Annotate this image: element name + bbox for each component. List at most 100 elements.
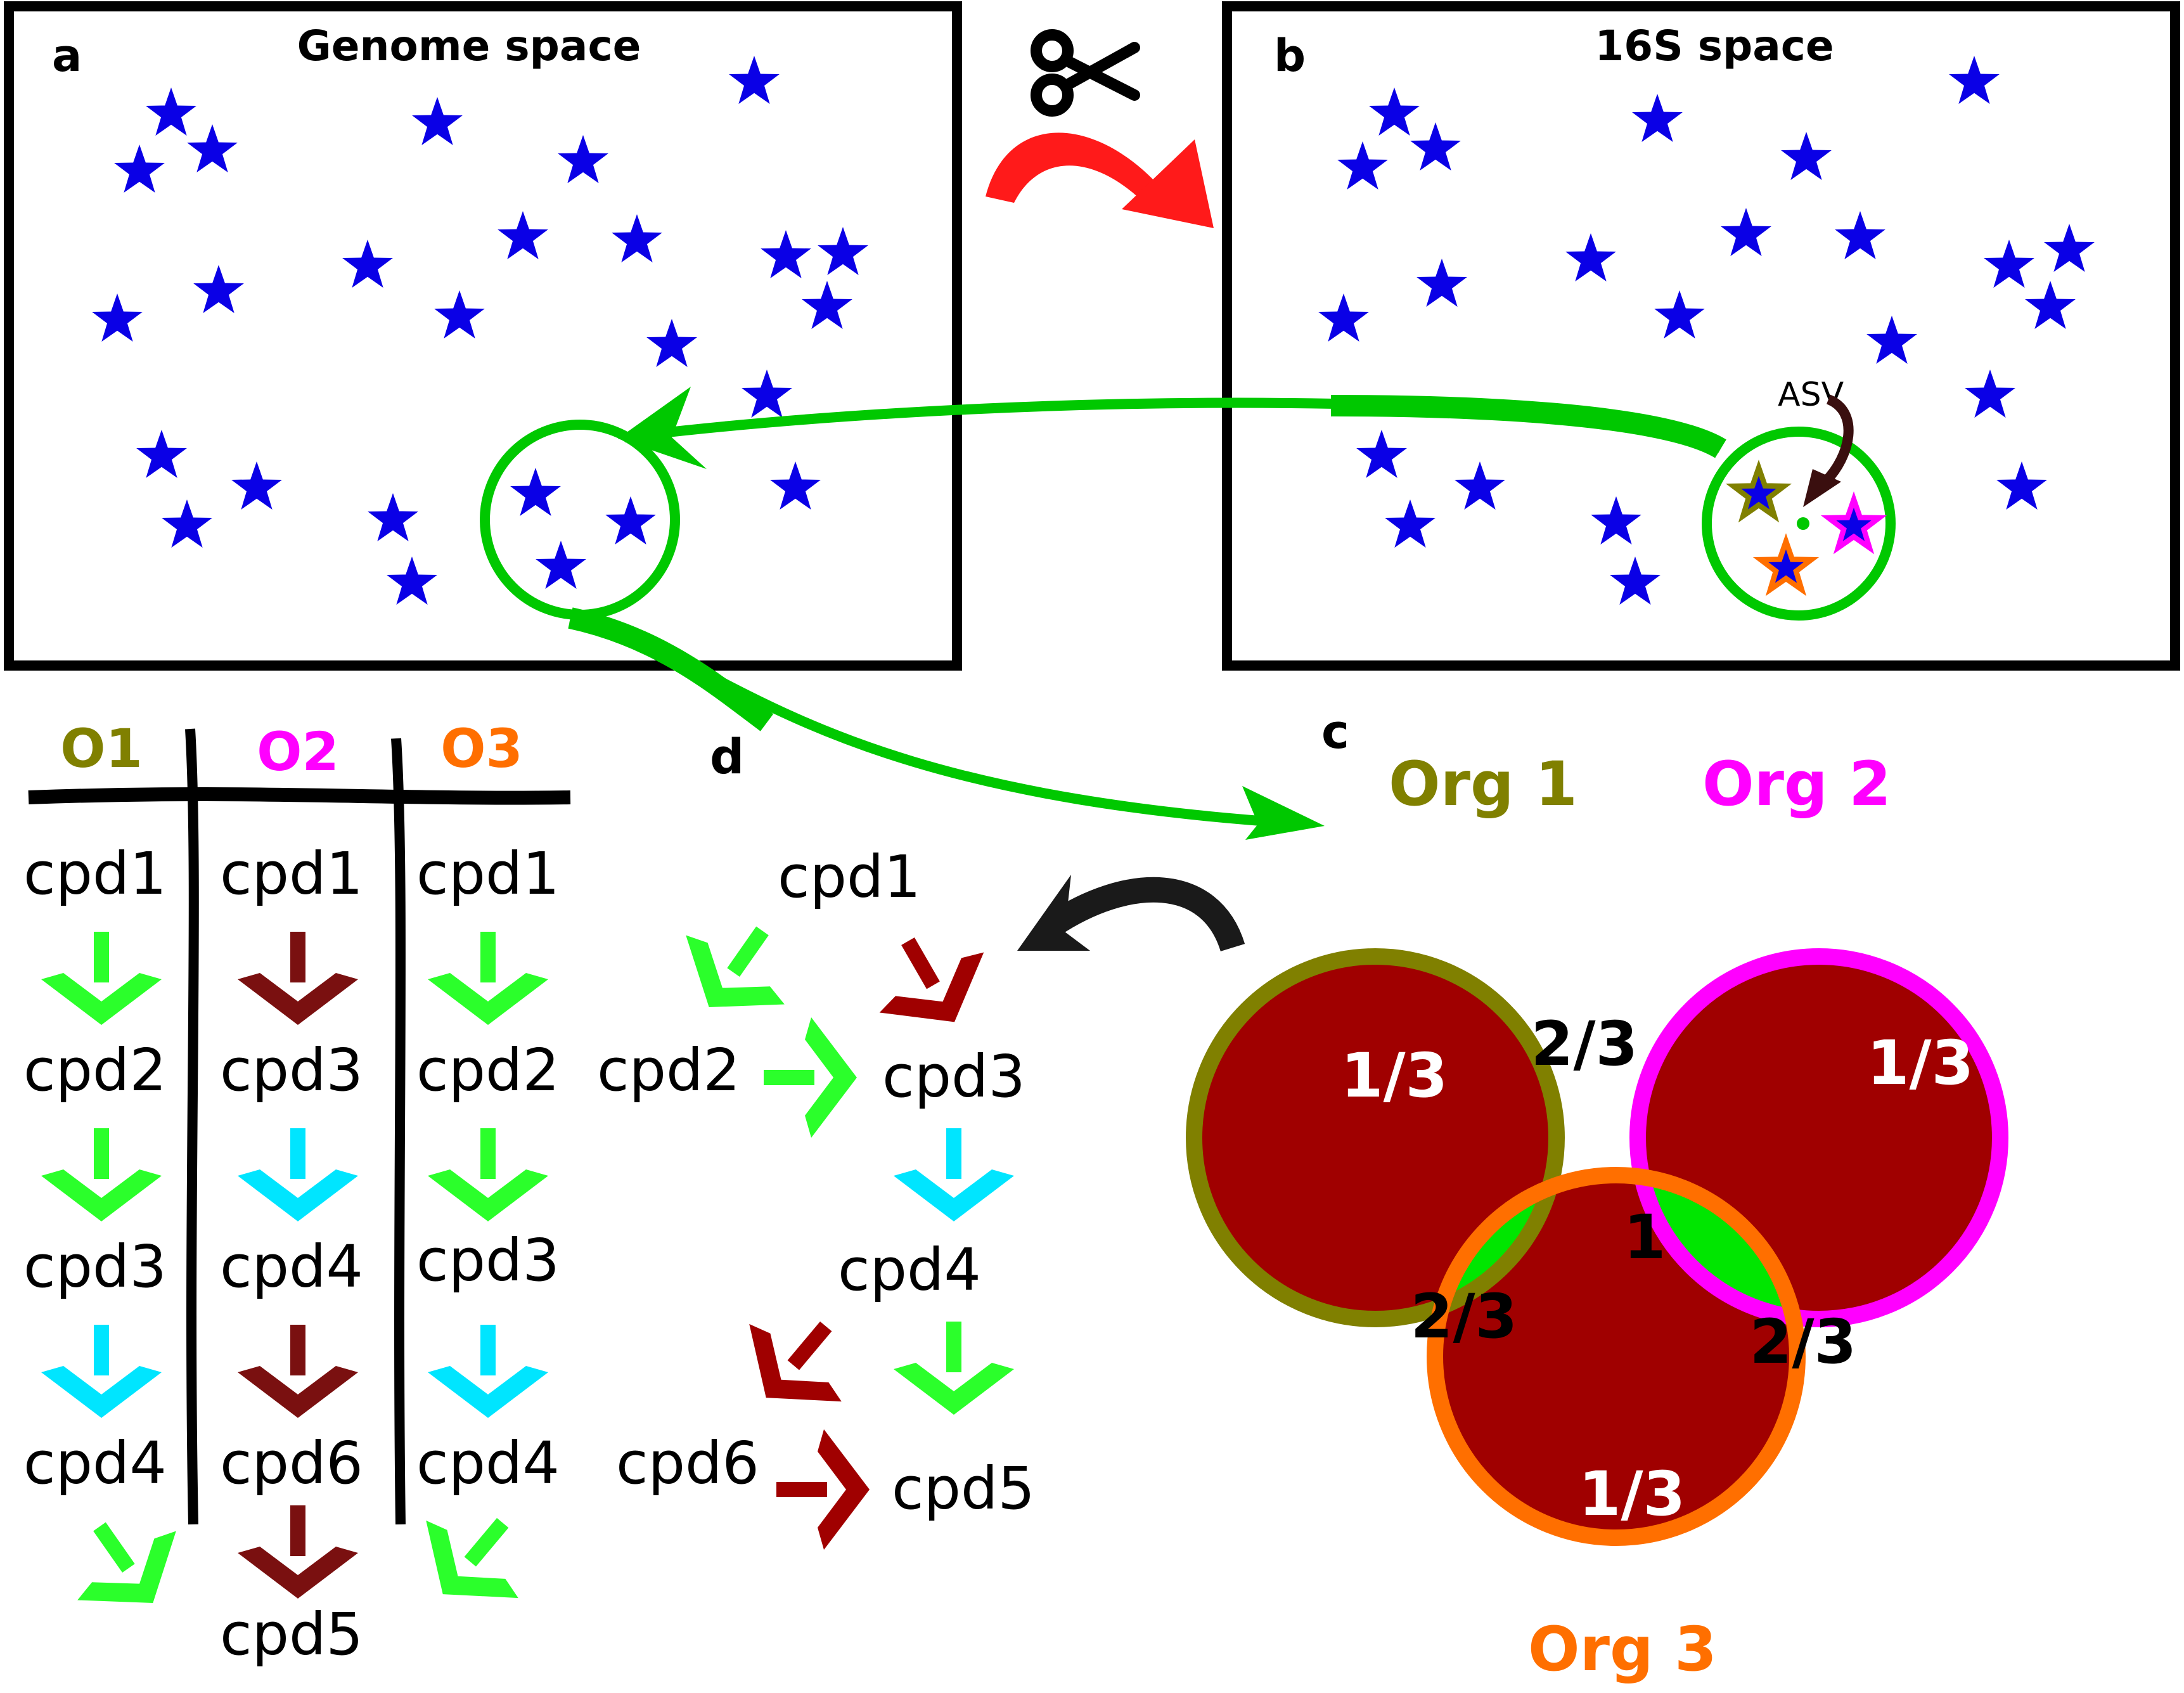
green-arrow-thick-part — [1330, 395, 1726, 458]
table-arrows — [41, 932, 548, 1603]
16s-star — [1984, 240, 2034, 288]
org3-label: Org 3 — [1528, 1614, 1717, 1685]
red-arrow-head — [1122, 139, 1214, 228]
asv-pointer-head — [1803, 469, 1841, 507]
genome-star — [136, 430, 187, 479]
table-arrow-o1-1 — [41, 932, 162, 1025]
path-arrow-cpd2-cpd3 — [764, 1017, 857, 1138]
table-arrow-o1-2 — [41, 1128, 162, 1221]
table-header-o3: O3 — [440, 718, 523, 780]
venn-overlap-23 — [1638, 1175, 1797, 1319]
table-header-rule — [28, 787, 571, 805]
genome-star — [510, 468, 561, 517]
pathway-table: O1 O2 O3 cpd1cpd2cpd3cpd4cpd1cpd3cpd4cpd… — [23, 718, 571, 1668]
genome-star — [231, 461, 282, 510]
table-header-o1: O1 — [60, 718, 143, 780]
genome-star — [761, 230, 811, 279]
16s-space-title: 16S space — [1595, 22, 1834, 70]
16s-star — [2025, 281, 2076, 330]
region-13: 2/3 — [1411, 1281, 1518, 1352]
region-12: 2/3 — [1531, 1008, 1638, 1079]
table-arrow-o3-2 — [428, 1128, 548, 1221]
table-cell-o1-4: cpd4 — [23, 1429, 167, 1497]
pathway-cpd2: cpd2 — [597, 1036, 740, 1104]
green-arrow-thick-start — [568, 607, 774, 731]
16s-star — [2044, 224, 2095, 273]
path-arrow-cpd1-cpd2 — [686, 926, 785, 1007]
table-divider-1 — [185, 728, 199, 1525]
black-arrow-venn-to-d — [1044, 877, 1245, 952]
pathway-cpd6: cpd6 — [616, 1429, 759, 1497]
16s-star — [1632, 94, 1683, 143]
genome-star — [742, 370, 792, 418]
genome-star — [646, 319, 697, 368]
16s-star — [1654, 290, 1705, 339]
table-arrow-o1-3 — [41, 1325, 162, 1418]
16s-star — [1455, 461, 1505, 510]
genome-star — [770, 461, 821, 510]
genome-star — [434, 290, 485, 339]
table-cell-o2-4: cpd6 — [220, 1429, 363, 1497]
genome-star — [612, 214, 662, 263]
venn-org3-ring — [1427, 1167, 1806, 1546]
table-cell-o3-4: cpd4 — [416, 1429, 560, 1497]
pathway-cpd3: cpd3 — [882, 1043, 1025, 1110]
16s-star — [1385, 499, 1436, 548]
genome-star — [342, 240, 393, 288]
panel-d-letter: d — [710, 728, 744, 785]
table-header-o2: O2 — [257, 721, 339, 783]
genome-star — [114, 145, 165, 193]
venn-org1-ring — [1186, 948, 1565, 1327]
path-arrow-cpd4-cpd6 — [749, 1321, 842, 1402]
16s-star — [1781, 132, 1832, 181]
pathway-cpd1: cpd1 — [778, 843, 921, 911]
genome-star — [605, 496, 656, 545]
table-arrow-o2-4 — [238, 1505, 358, 1599]
genome-star — [498, 211, 548, 260]
venn-org1-fill — [1194, 956, 1557, 1319]
genome-star — [193, 265, 244, 314]
16s-star — [1337, 141, 1388, 190]
16s-star — [1610, 557, 1660, 605]
region-only2: 1/3 — [1867, 1027, 1974, 1098]
table-cell-o3-2: cpd2 — [416, 1036, 560, 1104]
16s-star — [1318, 293, 1369, 342]
panel-c-letter: c — [1321, 705, 1349, 759]
16s-star — [1866, 316, 1917, 364]
genome-star — [729, 56, 780, 105]
genome-space-title: Genome space — [297, 22, 641, 70]
table-cell-o1-3: cpd3 — [23, 1233, 167, 1301]
genome-star — [146, 87, 196, 136]
green-arrowhead-genome — [618, 387, 707, 469]
asv-pointer — [1821, 394, 1854, 486]
table-cell-o2-1: cpd1 — [220, 840, 363, 908]
table-arrow-o1-4 — [77, 1522, 176, 1603]
table-arrow-o2-1 — [238, 932, 358, 1025]
panel-a: a Genome space — [4, 1, 962, 671]
16s-star — [1410, 122, 1461, 171]
scissors-icon — [1031, 29, 1140, 117]
org2-label: Org 2 — [1702, 749, 1891, 820]
green-arrow-genome-to-venn — [569, 613, 1306, 829]
table-arrow-o3-1 — [428, 932, 548, 1025]
genome-star — [802, 281, 852, 330]
16s-star — [1356, 430, 1407, 479]
region-all: 1 — [1624, 1202, 1666, 1273]
genome-star — [92, 293, 143, 342]
table-arrow-o3-3 — [428, 1325, 548, 1418]
pathway-arrows — [686, 926, 1014, 1550]
16s-star — [1965, 370, 2015, 418]
16s-space-box — [1222, 1, 2180, 671]
table-arrow-o2-3 — [238, 1325, 358, 1418]
panel-a-letter: a — [52, 30, 82, 82]
table-cell-o2-5: cpd5 — [220, 1600, 363, 1668]
red-arrow-body — [986, 132, 1163, 209]
venn-org2-ring — [1629, 948, 2008, 1327]
pathway-cpd5: cpd5 — [892, 1455, 1035, 1522]
path-arrow-cpd3-cpd4 — [894, 1128, 1014, 1221]
genome-star — [162, 499, 212, 548]
region-23: 2/3 — [1750, 1306, 1857, 1377]
highlight-star-org3 — [1761, 541, 1811, 589]
table-cell-o3-1: cpd1 — [416, 840, 560, 908]
